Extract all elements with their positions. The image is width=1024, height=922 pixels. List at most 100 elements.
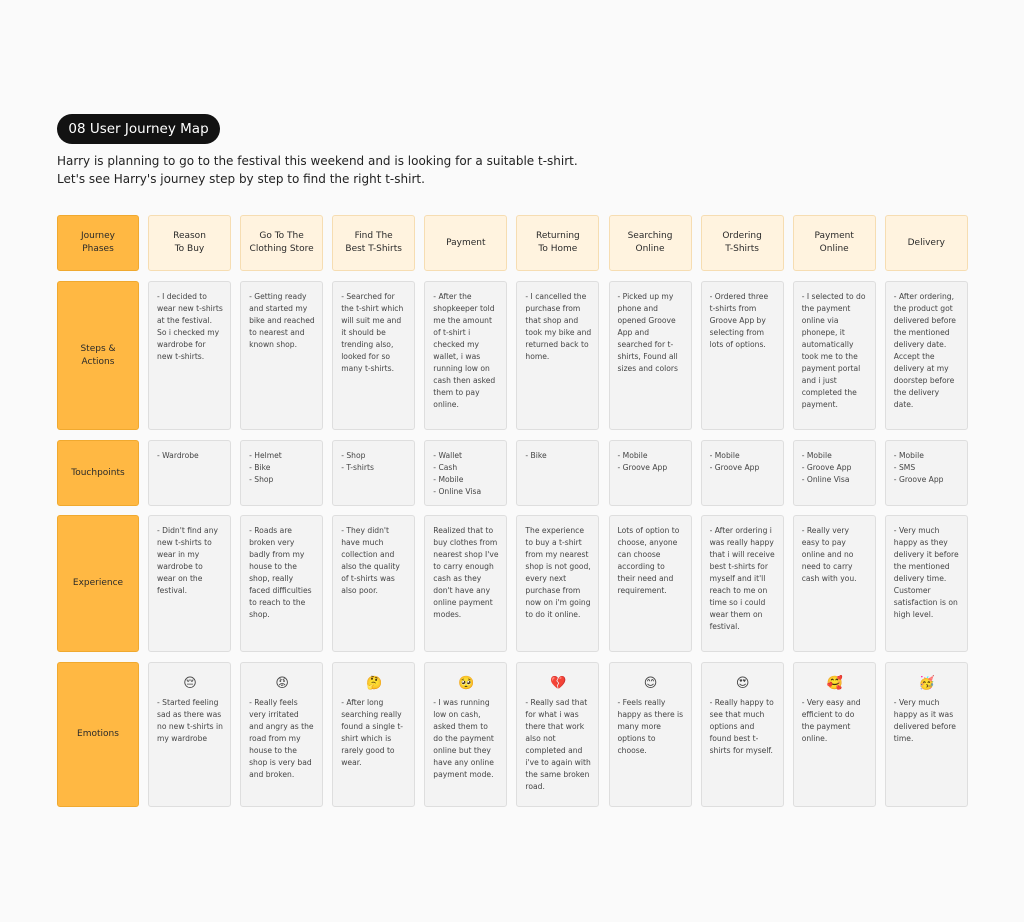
phase-line: Payment	[814, 231, 854, 241]
row-label: Steps & Actions	[57, 281, 139, 430]
emoji: 🤔	[366, 676, 383, 691]
emoji: 😔	[183, 676, 197, 691]
list-item: - SMS	[893, 463, 916, 472]
touchpoints-cell: - Mobile - Groove App - Online Visa	[792, 440, 876, 506]
emotion-text: - I was running low on cash, asked them …	[433, 698, 494, 779]
description: Harry is planning to go to the festival …	[57, 154, 578, 168]
list-item: - Mobile	[893, 451, 924, 460]
steps-cell: - I decided to wear new t-shirts at the …	[148, 281, 231, 430]
label-line: Phases	[82, 244, 114, 254]
list-item: - Online Visa	[801, 475, 850, 484]
phase-line: To Buy	[174, 244, 205, 254]
emotions-cell: 😔 - Started feeling sad as there was no n…	[148, 662, 231, 807]
phase-line: T-Shirts	[725, 244, 759, 254]
steps-cell: - After ordering, the product got delive…	[884, 281, 968, 430]
emotion-text: - After long searching really found a si…	[341, 698, 404, 767]
experience-cell: - After ordering i was really happy that…	[700, 515, 784, 652]
list-item: - Shop	[341, 451, 366, 460]
touchpoints-cell: - Mobile - Groove App	[608, 440, 692, 506]
phase-line: To Home	[538, 244, 578, 254]
row-label: Touchpoints	[57, 440, 139, 506]
steps-cell: - Getting ready and started my bike and …	[240, 281, 324, 430]
emotions-cell: 😍 - Really happy to see that much options…	[700, 662, 784, 807]
phase-line: Online	[819, 244, 849, 254]
emotions-cell: 😊 - Feels really happy as there is many m…	[608, 662, 692, 807]
phase-header: Searching Online	[608, 215, 692, 271]
phase-header: Reason To Buy	[148, 215, 231, 271]
label-line: Emotions	[77, 729, 119, 739]
list-item: - T-shirts	[341, 463, 374, 472]
emoji: 🥳	[918, 676, 935, 691]
list-item: - Mobile	[617, 451, 648, 460]
phase-header: Payment	[424, 215, 508, 271]
experience-cell: - Roads are broken very badly from my ho…	[240, 515, 324, 652]
steps-cell: - Picked up my phone and opened Groove A…	[608, 281, 692, 430]
touchpoints-cell: - Wallet - Cash - Mobile - Online Visa	[424, 440, 508, 506]
phase-line: Returning	[535, 231, 580, 241]
touchpoints-cell: - Shop - T-shirts	[332, 440, 416, 506]
emotion-text: - Really happy to see that much options …	[709, 698, 774, 755]
list-item: - Mobile	[433, 475, 464, 484]
steps-cell: - Ordered three t-shirts from Groove App…	[700, 281, 784, 430]
experience-cell: Lots of option to choose, anyone can cho…	[608, 515, 692, 652]
touchpoints-cell: - Helmet - Bike - Shop	[240, 440, 324, 506]
list-item: - Online Visa	[433, 487, 482, 496]
label-line: Touchpoints	[71, 467, 125, 478]
phase-header: Returning To Home	[516, 215, 600, 271]
emoji: 🥰	[826, 676, 843, 691]
phase-line: Delivery	[907, 237, 945, 248]
emoji: 💔	[550, 676, 567, 691]
list-item: - Helmet	[249, 451, 282, 460]
steps-cell: - I cancelled the purchase from that sho…	[516, 281, 600, 430]
phase-line: Ordering	[722, 231, 762, 241]
emotion-text: - Very much happy as it was delivered be…	[893, 698, 956, 743]
emotion-text: - Started feeling sad as there was no ne…	[157, 698, 223, 743]
touchpoints-cell: - Wardrobe	[148, 440, 231, 506]
emoji: 😊	[643, 676, 658, 691]
phase-header: Payment Online	[792, 215, 876, 271]
title-pill: 08 User Journey Map	[57, 114, 220, 144]
experience-cell: The experience to buy a t-shirt from my …	[516, 515, 600, 652]
list-item: - Groove App	[709, 463, 760, 472]
experience-cell: - They didn't have much collection and a…	[332, 515, 416, 652]
phase-header: Go To The Clothing Store	[240, 215, 324, 271]
phase-line: Payment	[446, 237, 486, 248]
emotion-text: - Really sad that for what i was there t…	[525, 698, 591, 791]
experience-cell: - Really very easy to pay online and no …	[792, 515, 876, 652]
list-item: - Groove App	[801, 463, 852, 472]
steps-cell: - I selected to do the payment online vi…	[792, 281, 876, 430]
touchpoints-cell: - Mobile - SMS - Groove App	[884, 440, 968, 506]
emotion-text: - Really feels very irritated and angry …	[249, 698, 314, 779]
phase-line: Go To The	[259, 231, 304, 241]
list-item: - Shop	[249, 475, 274, 484]
description: Let's see Harry's journey step by step t…	[57, 172, 425, 186]
phase-line: Best T-Shirts	[345, 244, 402, 254]
label-line: Journey	[81, 231, 115, 241]
phase-line: Reason	[173, 231, 206, 241]
list-item: - Groove App	[893, 475, 944, 484]
emoji: 🥺	[458, 676, 475, 691]
phase-line: Searching	[627, 231, 673, 241]
experience-cell: - Very much happy as they delivery it be…	[884, 515, 968, 652]
list-item: - Cash	[433, 463, 458, 472]
emoji: 😍	[735, 676, 750, 691]
emotions-cell: 💔 - Really sad that for what i was there …	[516, 662, 600, 807]
emoji: 😡	[275, 676, 289, 691]
row-label: Emotions	[57, 662, 139, 807]
phase-line: Online	[635, 244, 665, 254]
experience-cell: - Didn't find any new t-shirts to wear i…	[148, 515, 231, 652]
phase-header: Find The Best T-Shirts	[332, 215, 416, 271]
list-item: - Bike	[525, 451, 547, 460]
phase-header: Delivery	[884, 215, 968, 271]
touchpoints-cell: - Bike	[516, 440, 600, 506]
row-label: Journey Phases	[57, 215, 139, 271]
touchpoints-cell: - Mobile - Groove App	[700, 440, 784, 506]
list-item: - Groove App	[617, 463, 668, 472]
emotions-cell: 🥳 - Very much happy as it was delivered b…	[884, 662, 968, 807]
list-item: - Mobile	[801, 451, 832, 460]
emotion-text: - Very easy and efficient to do the paym…	[801, 698, 861, 743]
emotions-cell: 🥺 - I was running low on cash, asked them…	[424, 662, 508, 807]
emotion-text: - Feels really happy as there is many mo…	[617, 698, 684, 755]
list-item: - Wardrobe	[157, 451, 199, 460]
